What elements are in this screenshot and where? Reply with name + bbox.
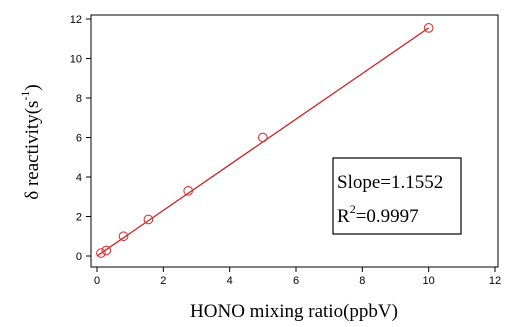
y-tick-label: 10 [70, 54, 82, 66]
data-markers [96, 23, 434, 258]
y-tick-label: 0 [76, 251, 82, 263]
r2-superscript: 2 [350, 202, 356, 216]
annotation-box: Slope=1.1552 R2=0.9997 [332, 157, 462, 235]
x-axis: 0 2 4 6 8 10 12 [94, 267, 501, 287]
x-tick-label: 8 [359, 275, 365, 287]
x-tick-label: 12 [489, 275, 501, 287]
y-axis-title-main: δ reactivity(s [22, 101, 43, 200]
annotation-frame [332, 157, 462, 235]
slope-text: Slope=1.1552 [337, 172, 443, 193]
x-axis-title: HONO mixing ratio(ppbV) [190, 301, 398, 322]
y-axis-title: δ reactivity(s-1) [18, 84, 43, 200]
r2-value: =0.9997 [356, 206, 419, 227]
data-point [183, 185, 194, 196]
x-tick-label: 6 [293, 275, 299, 287]
r2-prefix: R [337, 206, 350, 227]
data-point [143, 214, 154, 225]
x-tick-label: 2 [160, 275, 166, 287]
data-point [423, 23, 434, 33]
data-point [257, 132, 268, 143]
y-tick-label: 4 [76, 172, 82, 184]
plot-frame [90, 14, 499, 268]
y-tick-label: 6 [76, 133, 82, 145]
data-point [96, 248, 106, 258]
y-tick-label: 12 [70, 14, 82, 26]
r2-text: R2=0.9997 [337, 202, 419, 227]
data-point [118, 231, 129, 242]
x-tick-label: 0 [94, 275, 100, 287]
y-axis-title-superscript: -1 [18, 91, 32, 101]
x-tick-label: 10 [423, 275, 435, 287]
y-axis-title-close: ) [22, 84, 43, 90]
data-point [101, 245, 112, 256]
x-tick-label: 4 [227, 275, 233, 287]
y-axis: 0 2 4 6 8 10 12 [70, 14, 91, 263]
y-tick-label: 8 [76, 93, 82, 105]
y-tick-label: 2 [76, 212, 82, 224]
